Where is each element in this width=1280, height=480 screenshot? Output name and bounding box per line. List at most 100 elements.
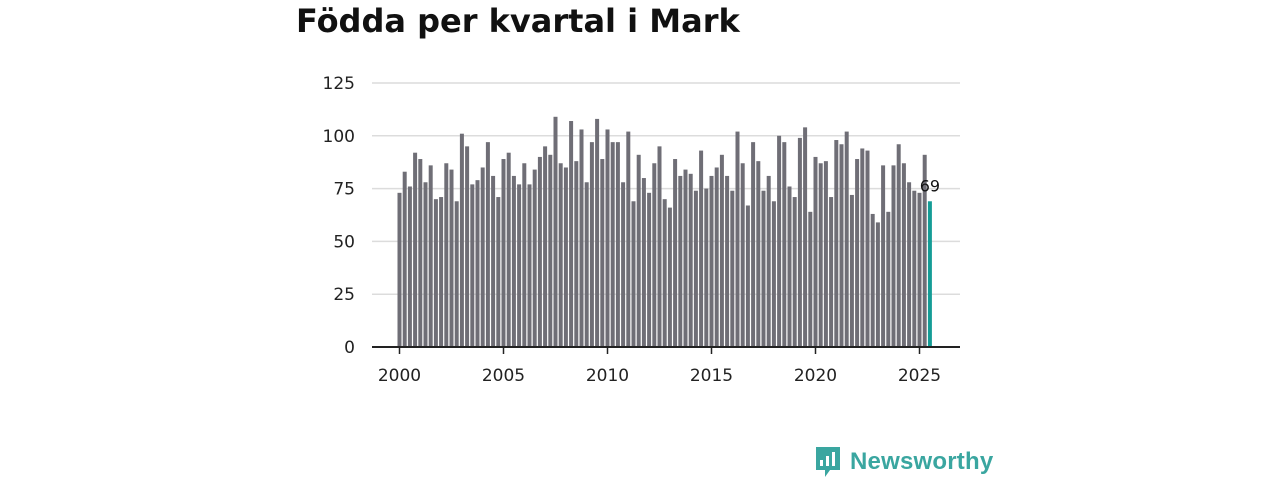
bar — [439, 197, 444, 347]
bar — [522, 163, 527, 347]
bar — [569, 121, 574, 348]
bar — [839, 144, 844, 347]
y-tick-label: 50 — [333, 232, 355, 252]
bar — [558, 163, 563, 347]
bar — [407, 186, 412, 347]
bar — [615, 142, 620, 347]
bar — [579, 129, 584, 347]
x-tick-label: 2015 — [690, 366, 733, 386]
bar — [756, 161, 761, 347]
bar — [777, 135, 782, 347]
bar — [678, 175, 683, 347]
bar — [823, 161, 828, 347]
bar — [834, 140, 839, 347]
bar — [589, 142, 594, 347]
bar — [496, 197, 501, 347]
axes: 0 25 50 75 100 125 2000 2005 2010 2015 2020 2025 69 — [323, 74, 960, 386]
bar — [641, 178, 646, 347]
bar — [610, 142, 615, 347]
bar — [761, 190, 766, 347]
bar — [444, 163, 449, 347]
bar — [532, 169, 537, 347]
bar — [631, 201, 636, 347]
bar — [844, 131, 849, 347]
bar — [719, 154, 724, 347]
bar — [907, 182, 912, 347]
bar — [454, 201, 459, 347]
bar — [418, 159, 423, 347]
bar — [766, 175, 771, 347]
bar — [709, 175, 714, 347]
bar — [792, 197, 797, 347]
bar — [600, 159, 605, 347]
bar — [626, 131, 631, 347]
x-tick-label: 2000 — [378, 366, 421, 386]
bar — [636, 154, 641, 347]
bar — [595, 118, 600, 348]
bar — [688, 173, 693, 347]
bar — [787, 186, 792, 347]
bar — [652, 163, 657, 347]
bar — [667, 207, 672, 347]
bar — [917, 192, 922, 347]
bars — [397, 116, 932, 348]
bar — [808, 211, 813, 347]
bar — [730, 190, 735, 347]
bar — [605, 129, 610, 347]
bar — [922, 154, 927, 347]
x-tick-label: 2010 — [586, 366, 629, 386]
bar — [797, 137, 802, 347]
bar — [402, 171, 407, 347]
bar — [771, 201, 776, 347]
bar — [657, 146, 662, 347]
bar — [725, 175, 730, 347]
y-tick-label: 100 — [323, 127, 355, 147]
brand-name: Newsworthy — [850, 448, 994, 475]
bar — [891, 165, 896, 347]
bar — [829, 197, 834, 347]
bar — [465, 146, 470, 347]
bar — [901, 163, 906, 347]
bar — [475, 180, 480, 347]
bar — [699, 150, 704, 347]
bar — [704, 188, 709, 347]
data-label: 69 — [920, 176, 940, 195]
bar — [548, 154, 553, 347]
bar — [563, 167, 568, 347]
bar — [927, 201, 932, 347]
y-tick-label: 75 — [333, 180, 355, 200]
bar — [886, 211, 891, 347]
bar — [470, 184, 475, 347]
bar — [449, 169, 454, 347]
bar — [647, 192, 652, 347]
bar — [428, 165, 433, 347]
bar — [397, 192, 402, 347]
bar — [621, 182, 626, 347]
x-tick-label: 2020 — [794, 366, 837, 386]
bar — [433, 199, 438, 347]
y-tick-label: 125 — [323, 74, 355, 94]
bar — [662, 199, 667, 347]
x-tick-label: 2025 — [898, 366, 941, 386]
bar — [683, 169, 688, 347]
bar — [875, 222, 880, 347]
bar — [818, 163, 823, 347]
bar — [865, 150, 870, 347]
bar — [537, 156, 542, 347]
newsworthy-brand: Newsworthy — [814, 445, 993, 479]
bar — [485, 142, 490, 347]
bar — [480, 167, 485, 347]
bar — [553, 116, 558, 348]
bar — [849, 194, 854, 347]
bar — [745, 205, 750, 347]
bar — [693, 190, 698, 347]
newsworthy-logo-icon — [816, 447, 840, 477]
bar — [491, 175, 496, 347]
bar — [423, 182, 428, 347]
y-tick-label: 25 — [333, 285, 355, 305]
bar — [855, 159, 860, 347]
bar — [584, 182, 589, 347]
x-tick-label: 2005 — [482, 366, 525, 386]
